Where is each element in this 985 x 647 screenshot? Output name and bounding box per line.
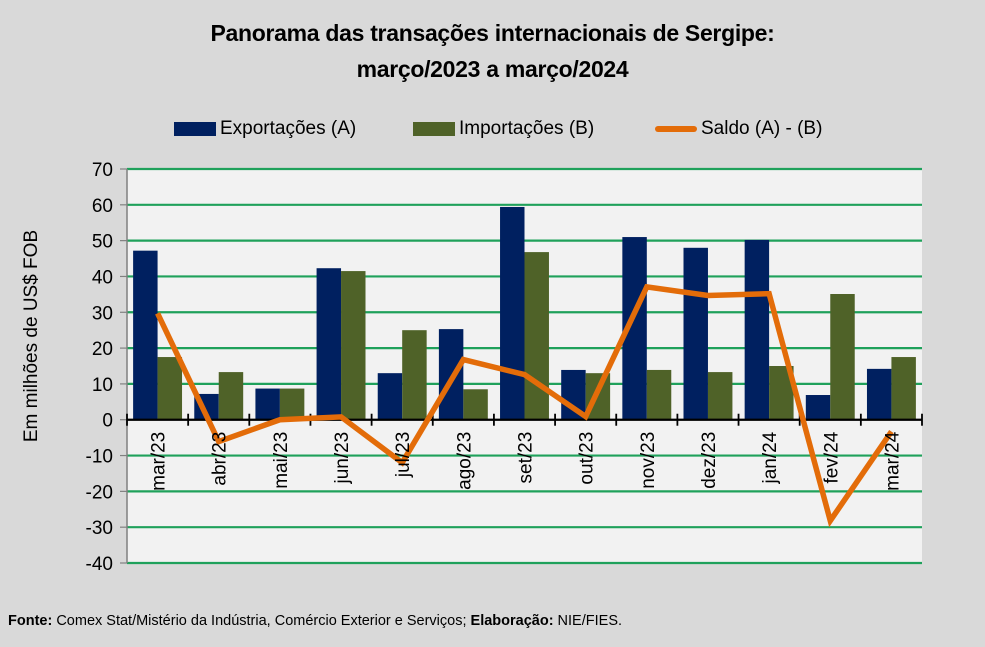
bar-exportacoes (377, 373, 403, 420)
legend-swatch-saldo (655, 126, 697, 132)
bar-importacoes (402, 330, 427, 420)
bar-importacoes (279, 388, 305, 420)
bar-exportacoes (438, 329, 464, 420)
x-tick-label: nov/23 (638, 432, 659, 489)
footer-credit-text: NIE/FIES. (553, 613, 623, 629)
legend-label-saldo: Saldo (A) - (B) (701, 118, 823, 139)
bar-exportacoes (133, 250, 158, 420)
y-tick-label: 60 (92, 196, 113, 217)
bar-importacoes (891, 357, 916, 420)
x-tick-label: fev/24 (821, 431, 842, 483)
x-tick-label: dez/23 (699, 432, 720, 489)
y-tick-label: -40 (86, 554, 113, 575)
footer-credit-label: Elaboração: (470, 613, 554, 629)
x-tick-label: mar/24 (882, 431, 903, 491)
bar-importacoes (646, 369, 672, 420)
x-tick-label: ago/23 (454, 432, 475, 490)
chart-title: Panorama das transações internacionais d… (210, 20, 775, 46)
bar-importacoes (707, 372, 733, 420)
bar-importacoes (218, 372, 244, 420)
y-tick-label: 70 (92, 160, 113, 181)
footer-note: Fonte: Comex Stat/Mistério da Indústria,… (8, 613, 622, 629)
legend: Exportações (A) Importações (B) Saldo (A… (0, 118, 985, 144)
legend-label-importacoes: Importações (B) (459, 118, 595, 139)
x-tick-label: mai/23 (271, 432, 292, 489)
legend-label-exportacoes: Exportações (A) (220, 118, 357, 139)
bar-importacoes (463, 389, 488, 420)
bar-exportacoes (805, 395, 831, 420)
x-tick-label: abr/23 (210, 432, 231, 486)
bar-exportacoes (255, 388, 280, 420)
footer-source-label: Fonte: (8, 613, 53, 629)
y-tick-label: 50 (92, 232, 113, 253)
y-tick-label: 30 (92, 303, 113, 324)
legend-swatch-exportacoes (174, 122, 216, 136)
x-tick-label: set/23 (516, 432, 537, 484)
x-tick-label: jul/23 (393, 432, 414, 478)
legend-item-saldo: Saldo (A) - (B) (655, 118, 822, 140)
bar-exportacoes (866, 368, 892, 420)
chart-subtitle: março/2023 a março/2024 (356, 56, 629, 82)
x-tick-label: jun/23 (332, 432, 353, 485)
bar-exportacoes (316, 268, 342, 420)
bar-exportacoes (744, 239, 770, 420)
y-tick-label: -30 (86, 518, 113, 539)
bar-exportacoes (500, 206, 525, 420)
x-tick-label: out/23 (577, 432, 598, 485)
legend-swatch-importacoes (413, 122, 455, 136)
bar-importacoes (157, 357, 183, 420)
x-tick-label: mar/23 (149, 432, 170, 491)
bar-exportacoes (683, 247, 708, 420)
bar-importacoes (524, 252, 549, 420)
y-tick-label: 20 (92, 339, 113, 360)
legend-item-importacoes: Importações (B) (413, 118, 594, 140)
y-tick-label: 10 (92, 375, 113, 396)
y-tick-label: -10 (86, 447, 113, 468)
footer-source-text: Comex Stat/Mistério da Indústria, Comérc… (52, 613, 471, 629)
bar-importacoes (341, 271, 366, 420)
y-tick-label: 0 (102, 411, 113, 432)
y-tick-label: 40 (92, 267, 113, 288)
x-tick-label: jan/24 (760, 431, 781, 484)
legend-item-exportacoes: Exportações (A) (174, 118, 356, 140)
y-tick-label: -20 (86, 482, 113, 503)
bar-importacoes (830, 294, 855, 420)
y-axis-title: Em milhões de US$ FOB (21, 230, 42, 442)
